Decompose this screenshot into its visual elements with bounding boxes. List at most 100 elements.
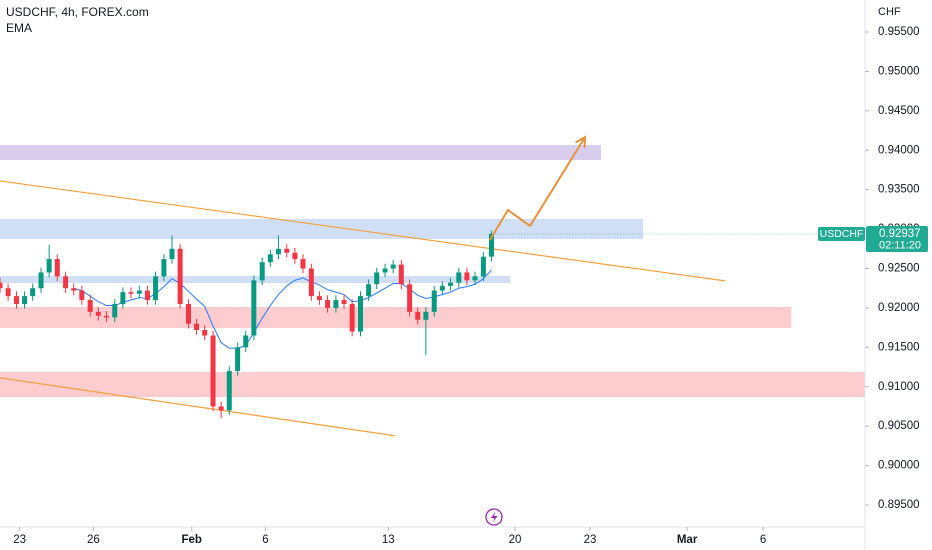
projection-arrowhead <box>575 135 587 149</box>
chart-title: USDCHF, 4h, FOREX.com <box>6 5 149 19</box>
candle-body <box>325 300 331 308</box>
candle-body <box>128 292 134 294</box>
candle-body <box>407 284 413 312</box>
candle-body <box>177 248 183 304</box>
candle-body <box>169 248 175 260</box>
x-tick-label: Mar <box>677 534 698 546</box>
y-tick-label: 0.90000 <box>878 460 920 472</box>
trendline <box>0 180 726 282</box>
symbol-badge <box>818 227 865 242</box>
projection-path <box>489 136 586 241</box>
candle-body <box>218 406 224 411</box>
candle-body <box>235 347 241 371</box>
candle-body <box>136 290 142 294</box>
candle-body <box>341 300 347 304</box>
y-tick-label: 0.93500 <box>878 184 920 196</box>
y-tick-label: 0.95500 <box>878 26 920 38</box>
price-badge-value: 0.92937 <box>879 228 921 240</box>
candle-body <box>259 262 265 281</box>
candle-body <box>357 296 363 332</box>
candle-body <box>431 290 437 312</box>
symbol-badge-label: USDCHF <box>820 228 864 240</box>
y-tick-label: 0.92500 <box>878 263 920 275</box>
candle-body <box>54 259 60 277</box>
candle-body <box>153 276 159 301</box>
x-tick-label: 20 <box>509 534 522 546</box>
candle-body <box>251 280 257 336</box>
x-tick-label: 13 <box>382 534 395 546</box>
price-badge <box>866 226 928 253</box>
y-tick-label: 0.89500 <box>878 499 920 511</box>
x-tick-label: 6 <box>262 534 268 546</box>
candle-body <box>267 254 273 263</box>
candle-body <box>308 268 314 297</box>
y-tick-label: 0.91000 <box>878 381 920 393</box>
candle-body <box>398 264 404 285</box>
y-tick-label: 0.94000 <box>878 144 920 156</box>
candle-body <box>46 259 52 273</box>
zone <box>0 144 602 161</box>
plot-area <box>0 135 865 437</box>
candle-body <box>226 370 232 411</box>
candle-body <box>423 311 429 320</box>
candle-body <box>415 311 421 320</box>
candle-body <box>0 282 3 289</box>
ema-line <box>73 269 492 349</box>
trendline <box>0 377 396 437</box>
x-tick-label: 6 <box>760 534 766 546</box>
candle-body <box>316 296 322 301</box>
candle-body <box>30 288 36 297</box>
candle-body <box>472 276 478 281</box>
candle-body <box>79 290 85 301</box>
candle-body <box>210 335 216 407</box>
zone <box>0 372 865 398</box>
candle-body <box>390 264 396 269</box>
y-tick-label: 0.92000 <box>878 302 920 314</box>
candle-body <box>112 303 118 318</box>
candle-body <box>292 252 298 260</box>
event-icon[interactable] <box>485 508 503 526</box>
candle-body <box>5 288 11 297</box>
candle-body <box>275 248 281 255</box>
zone <box>0 218 644 240</box>
candle-body <box>447 282 453 286</box>
y-tick-label: 0.90500 <box>878 420 920 432</box>
indicator-label: EMA <box>6 21 32 35</box>
candle-body <box>194 323 200 330</box>
candle-body <box>366 284 372 297</box>
candle-body <box>202 329 208 336</box>
candle-body <box>103 315 109 318</box>
y-tick-label: 0.91500 <box>878 341 920 353</box>
candle-body <box>87 300 93 312</box>
candle-body <box>333 300 339 308</box>
candle-body <box>439 285 445 291</box>
candle-body <box>243 335 249 348</box>
candle-body <box>382 268 388 273</box>
y-tick-label: 0.94500 <box>878 105 920 117</box>
candle-body <box>488 233 494 257</box>
candle-body <box>300 259 306 269</box>
x-tick-label: 26 <box>87 534 100 546</box>
candle-body <box>144 290 150 301</box>
candle-body <box>38 272 44 289</box>
x-tick-label: 23 <box>584 534 597 546</box>
candle-body <box>63 276 69 289</box>
zone <box>0 306 792 329</box>
candle-body <box>374 272 380 285</box>
candle-body <box>120 292 126 304</box>
price-badge-countdown: 02:11:20 <box>879 239 921 251</box>
candle-body <box>13 296 19 304</box>
y-axis-label: CHF <box>878 6 901 18</box>
candle-body <box>456 272 462 283</box>
candle-body <box>95 311 101 316</box>
candle-body <box>71 288 77 291</box>
x-tick-label: 23 <box>13 534 26 546</box>
zone <box>0 275 511 284</box>
candle-body <box>22 296 28 304</box>
candle-body <box>284 248 290 253</box>
candle-body <box>349 303 355 332</box>
candle-body <box>161 259 167 277</box>
candle-body <box>480 256 486 277</box>
candle-body <box>185 303 191 324</box>
